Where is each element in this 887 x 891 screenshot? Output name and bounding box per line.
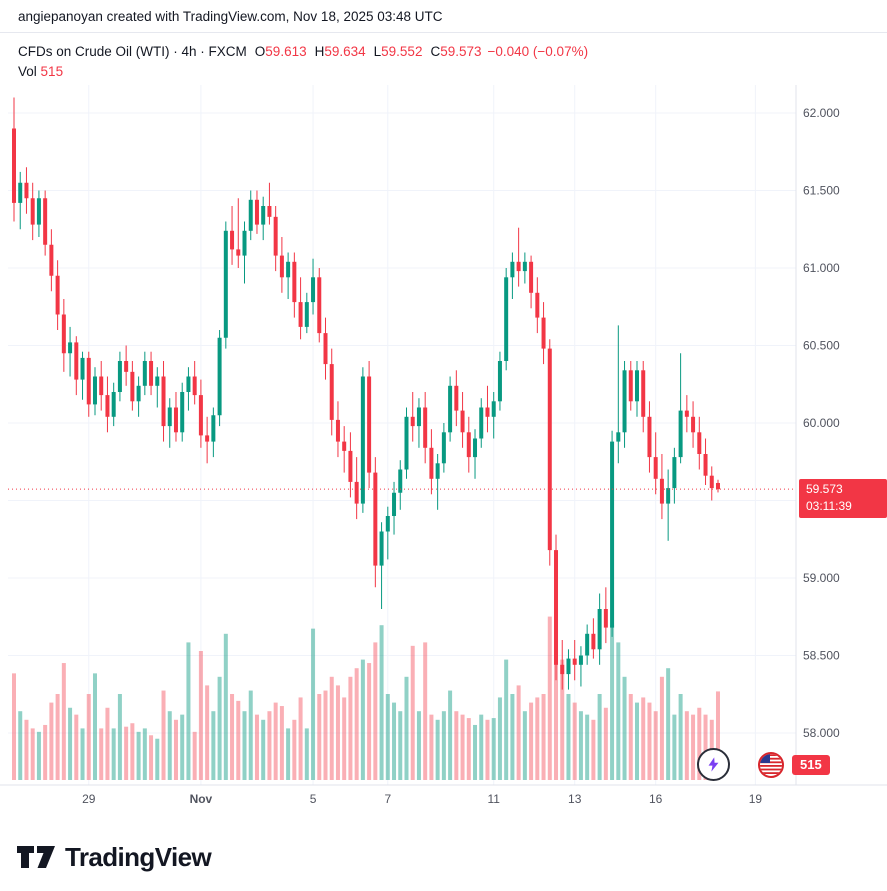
close-label: C	[430, 44, 441, 59]
symbol-title[interactable]: CFDs on Crude Oil (WTI) · 4h · FXCM	[18, 44, 247, 59]
open-value: 59.613	[265, 44, 307, 59]
svg-text:16: 16	[649, 792, 663, 806]
svg-text:19: 19	[749, 792, 763, 806]
low-label: L	[373, 44, 382, 59]
chart-panel: angiepanoyan created with TradingView.co…	[0, 0, 887, 823]
brand-name[interactable]: TradingView	[65, 841, 212, 872]
high-label: H	[314, 44, 325, 59]
legend-line-2: Vol 515	[18, 62, 588, 82]
volume-value: 515	[40, 64, 64, 79]
svg-text:62.000: 62.000	[803, 106, 840, 120]
lightning-bolt-icon	[708, 757, 719, 772]
svg-text:Nov: Nov	[190, 792, 213, 806]
volume-badge: 515	[792, 755, 830, 775]
last-price-badge: 59.573 03:11:39	[799, 479, 887, 519]
open-label: O	[254, 44, 266, 59]
svg-text:58.500: 58.500	[803, 649, 840, 663]
svg-text:7: 7	[384, 792, 391, 806]
volume-label: Vol	[18, 64, 37, 79]
svg-text:5: 5	[310, 792, 317, 806]
svg-text:61.500: 61.500	[803, 184, 840, 198]
change-value: −0.040 (−0.07%)	[487, 44, 589, 59]
high-value: 59.634	[324, 44, 366, 59]
svg-text:59.000: 59.000	[803, 571, 840, 585]
svg-text:29: 29	[82, 792, 96, 806]
attribution-text: angiepanoyan created with TradingView.co…	[18, 8, 443, 24]
chart-legend: CFDs on Crude Oil (WTI) · 4h · FXCM O59.6…	[18, 42, 588, 82]
flash-boost-icon[interactable]	[697, 748, 730, 781]
last-price-value: 59.573	[806, 482, 843, 497]
footer-bar: TradingView	[0, 823, 887, 891]
close-value: 59.573	[440, 44, 482, 59]
svg-text:61.000: 61.000	[803, 261, 840, 275]
svg-text:60.000: 60.000	[803, 416, 840, 430]
attribution-bar: angiepanoyan created with TradingView.co…	[0, 0, 887, 33]
countdown-timer: 03:11:39	[806, 499, 852, 514]
chart-canvas[interactable]: 62.000 61.500 61.000 60.500 60.000 59.000 58.5…	[0, 0, 887, 823]
us-flag-icon[interactable]	[757, 751, 785, 779]
us-flag-graphic	[758, 752, 784, 778]
svg-text:11: 11	[487, 792, 500, 806]
svg-text:13: 13	[568, 792, 582, 806]
svg-text:60.500: 60.500	[803, 339, 840, 353]
legend-line-1: CFDs on Crude Oil (WTI) · 4h · FXCM O59.6…	[18, 42, 588, 62]
svg-text:58.000: 58.000	[803, 726, 840, 740]
low-value: 59.552	[381, 44, 423, 59]
tradingview-logo[interactable]	[16, 842, 56, 872]
